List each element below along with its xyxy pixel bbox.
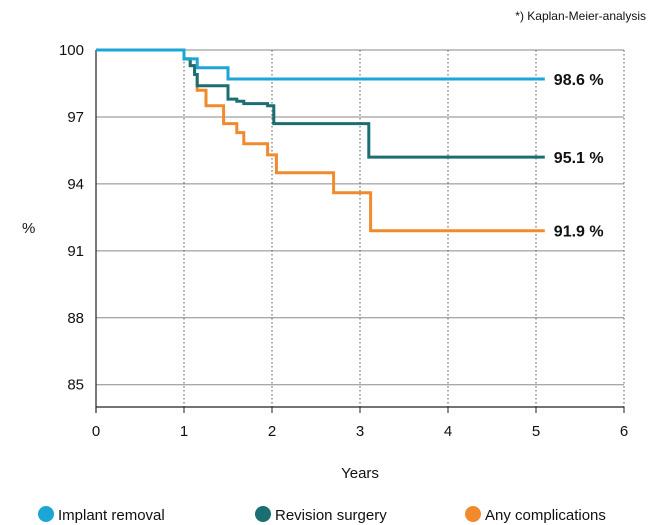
y-axis-title: % bbox=[22, 220, 35, 237]
y-tick-label: 97 bbox=[67, 109, 84, 126]
y-tick-label: 88 bbox=[67, 310, 84, 327]
end-value-label: 95.1 % bbox=[554, 150, 604, 167]
end-labels: 91.9 % 95.1 % 98.6 % bbox=[554, 72, 604, 241]
x-tick-label: 3 bbox=[356, 423, 364, 440]
x-axis-title: Years bbox=[341, 465, 379, 482]
legend-swatch bbox=[465, 506, 481, 522]
end-value-label: 98.6 % bbox=[554, 72, 604, 89]
legend-swatch bbox=[38, 506, 54, 522]
legend-label: Revision surgery bbox=[275, 507, 387, 524]
x-tick-label: 5 bbox=[532, 423, 540, 440]
x-tick-label: 1 bbox=[180, 423, 188, 440]
y-tick-label: 85 bbox=[67, 377, 84, 394]
y-tick-label: 100 bbox=[59, 42, 84, 59]
series-line-any-complications bbox=[96, 48, 545, 233]
series-line-implant-removal bbox=[96, 48, 545, 81]
legend-label: Any complications bbox=[485, 507, 606, 524]
gridlines bbox=[96, 49, 625, 407]
y-tick-label: 94 bbox=[67, 176, 84, 193]
x-tick-label: 4 bbox=[444, 423, 452, 440]
legend-label: Implant removal bbox=[58, 507, 165, 524]
y-tick-label: 91 bbox=[67, 243, 84, 260]
series-line-revision-surgery bbox=[96, 48, 545, 159]
legend-swatch bbox=[255, 506, 271, 522]
x-tick-label: 6 bbox=[620, 423, 628, 440]
x-tick-label: 0 bbox=[92, 423, 100, 440]
axes: 85 88 91 94 97 100 0 1 2 3 4 5 6 bbox=[59, 42, 628, 440]
end-value-label: 91.9 % bbox=[554, 224, 604, 241]
series-lines bbox=[96, 48, 545, 233]
legend: Implant removal Revision surgery Any compl… bbox=[38, 506, 606, 524]
analysis-note: *) Kaplan-Meier-analysis bbox=[515, 9, 646, 23]
x-tick-label: 2 bbox=[268, 423, 276, 440]
